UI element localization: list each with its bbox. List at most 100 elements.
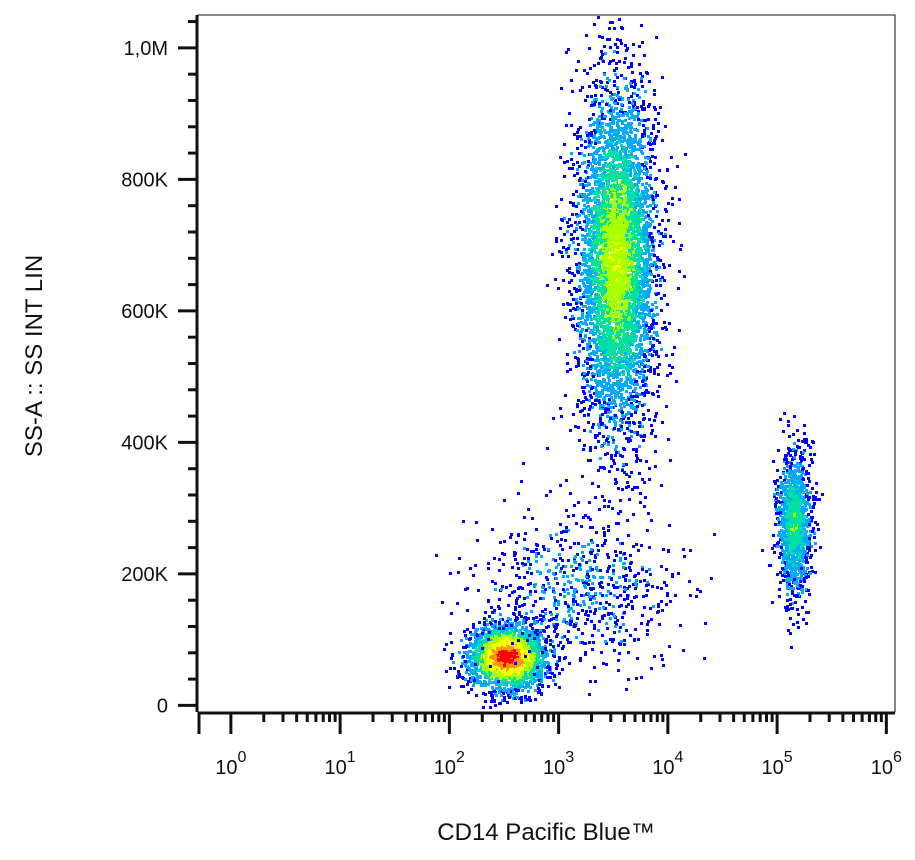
event-point [645,244,648,247]
event-point [485,660,488,663]
event-point [560,239,563,242]
event-point [537,646,540,649]
event-point [483,665,486,668]
event-point [652,198,655,201]
event-point [620,428,623,431]
event-point [609,130,612,133]
event-point [487,676,490,679]
event-point [448,686,451,689]
event-point [645,173,648,176]
event-point [532,677,535,680]
event-point [536,629,539,632]
event-point [503,647,506,650]
event-point [517,662,520,665]
event-point [498,685,501,688]
event-point [518,649,521,652]
event-point [531,667,534,670]
event-point [476,681,479,684]
event-point [630,152,633,155]
event-point [625,421,628,424]
event-point [474,646,477,649]
event-point [583,69,586,72]
event-point [490,638,493,641]
event-point [503,687,506,690]
event-point [516,649,519,652]
event-point [588,343,591,346]
event-point [623,405,626,408]
event-point [653,106,656,109]
event-point [529,645,532,648]
event-point [499,677,502,680]
event-point [612,209,615,212]
event-point [607,441,610,444]
event-point [540,634,543,637]
event-point [671,203,674,206]
event-point [594,379,597,382]
event-point [641,252,644,255]
event-point [557,287,560,290]
event-point [485,628,488,631]
event-point [640,150,643,153]
event-point [639,206,642,209]
event-point [470,688,473,691]
event-point [494,630,497,633]
event-point [608,275,611,278]
event-point [586,343,589,346]
event-point [665,405,668,408]
event-point [602,317,605,320]
event-point [634,137,637,140]
event-point [489,672,492,675]
event-point [584,170,587,173]
event-point [461,676,464,679]
event-point [588,267,591,270]
event-point [614,99,617,102]
event-point [599,395,602,398]
event-point [629,349,632,352]
event-point [509,672,512,675]
event-point [633,431,636,434]
event-point [589,345,592,348]
event-point [507,665,510,668]
event-point [484,626,487,629]
event-point [484,652,487,655]
event-point [558,659,561,662]
event-point [510,666,513,669]
event-point [480,644,483,647]
event-point [460,639,463,642]
event-point [602,198,605,201]
event-point [601,390,604,393]
event-point [645,250,648,253]
event-point [540,668,543,671]
event-point [541,619,544,622]
event-point [475,673,478,676]
event-point [518,653,521,656]
event-point [531,642,534,645]
event-point [489,641,492,644]
event-point [506,672,509,675]
event-point [634,271,637,274]
event-point [521,634,524,637]
event-point [497,639,500,642]
event-point [517,667,520,670]
event-point [501,670,504,673]
event-point [513,695,516,698]
event-point [512,672,515,675]
event-point [621,411,624,414]
event-point [530,678,533,681]
event-point [593,392,596,395]
event-point [523,681,526,684]
event-point [503,638,506,641]
event-point [612,373,615,376]
event-point [596,127,599,130]
event-point [526,656,529,659]
event-point [480,684,483,687]
event-point [602,182,605,185]
event-point [522,622,525,625]
event-point [600,187,603,190]
event-point [641,478,644,481]
event-point [485,640,488,643]
event-point [612,357,615,360]
event-point [552,679,555,682]
event-point [516,655,519,658]
event-point [565,248,568,251]
